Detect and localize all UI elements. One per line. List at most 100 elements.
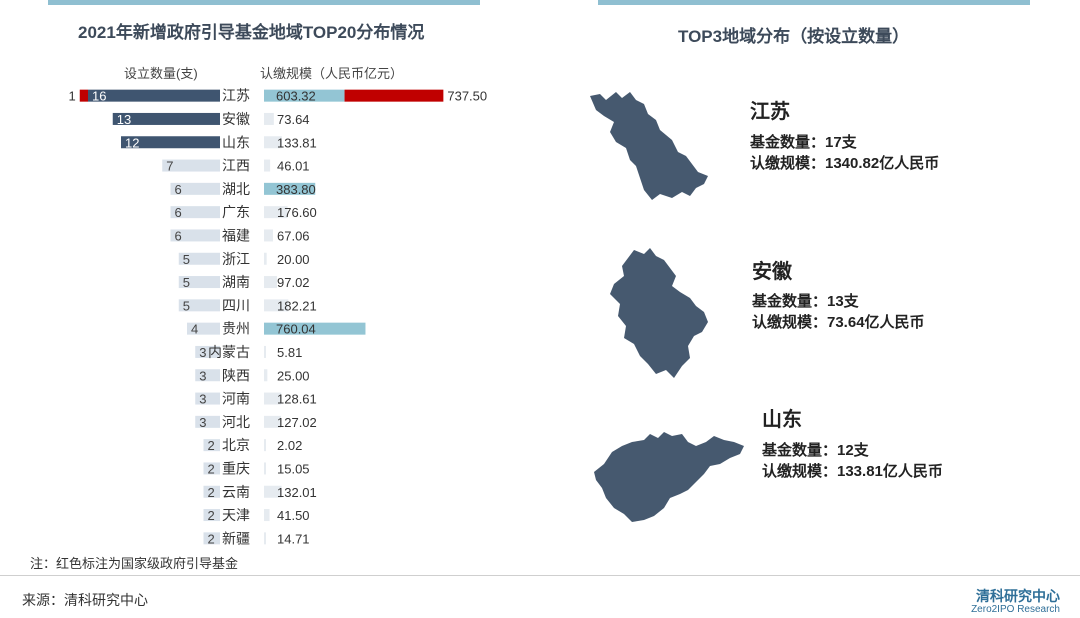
scale-bar xyxy=(264,252,267,265)
count-bar xyxy=(203,509,220,522)
count-bar xyxy=(178,252,220,265)
category-label: 天津 xyxy=(222,507,250,523)
count-value-label: 16 xyxy=(92,89,106,104)
count-column-header: 设立数量(支) xyxy=(124,66,198,81)
anhui-map xyxy=(610,248,708,378)
count-bar xyxy=(88,89,220,102)
count-bar xyxy=(203,439,220,452)
top1-count: 基金数量：17支 xyxy=(750,134,857,151)
count-bar xyxy=(195,415,220,428)
category-label: 广东 xyxy=(222,204,250,220)
scale-bar xyxy=(264,392,282,405)
top3-province-name: 山东 xyxy=(762,409,802,431)
count-value-label: 13 xyxy=(117,112,131,127)
count-value-label: 2 xyxy=(208,531,215,546)
count-value-label: 3 xyxy=(199,392,206,407)
top2-province-name: 安徽 xyxy=(752,261,792,283)
scale-value-label: 14.71 xyxy=(277,531,310,546)
category-label: 浙江 xyxy=(222,251,250,267)
top3-count: 基金数量：12支 xyxy=(762,442,869,459)
category-label: 河北 xyxy=(222,414,250,430)
count-bar xyxy=(195,345,220,358)
category-label: 安徽 xyxy=(222,111,250,127)
scale-value-label: 41.50 xyxy=(277,508,310,523)
top1-province-name: 江苏 xyxy=(750,101,790,123)
scale-value-label: 46.01 xyxy=(277,159,310,174)
scale-value-label: 73.64 xyxy=(277,112,310,127)
scale-bar xyxy=(264,369,268,382)
count-value-label: 3 xyxy=(199,368,206,383)
count-value-label: 5 xyxy=(183,252,190,267)
top2-count: 基金数量：13支 xyxy=(752,293,859,310)
top-accent-bar-right xyxy=(598,0,1030,5)
scale-value-label: 603.32 xyxy=(276,89,316,104)
count-bar xyxy=(203,532,220,545)
count-value-label: 4 xyxy=(191,322,198,337)
shandong-map xyxy=(594,432,744,522)
category-label: 四川 xyxy=(222,297,250,313)
scale-value-label: 2.02 xyxy=(277,438,302,453)
category-label: 贵州 xyxy=(222,321,250,337)
scale-bar xyxy=(264,229,273,242)
national-count-label: 1 xyxy=(69,89,76,104)
count-value-label: 3 xyxy=(199,345,206,360)
category-label: 北京 xyxy=(222,437,250,453)
right-panel-title: TOP3地域分布（按设立数量） xyxy=(678,27,910,46)
scale-value-label: 760.04 xyxy=(276,322,316,337)
scale-bar xyxy=(264,136,282,149)
scale-value-label: 128.61 xyxy=(277,392,317,407)
national-scale-bar xyxy=(344,89,444,102)
count-bar xyxy=(170,182,220,195)
count-value-label: 12 xyxy=(125,135,139,150)
brand-logo-cn: 清科研究中心 xyxy=(976,588,1060,604)
scale-value-label: 25.00 xyxy=(277,368,310,383)
scale-bar xyxy=(264,299,289,312)
count-bar xyxy=(203,485,220,498)
scale-value-label: 176.60 xyxy=(277,205,317,220)
category-label: 河南 xyxy=(222,391,250,407)
scale-bar xyxy=(264,276,277,289)
count-value-label: 7 xyxy=(166,159,173,174)
left-chart-title: 2021年新增政府引导基金地域TOP20分布情况 xyxy=(78,23,425,42)
top2-scale: 认缴规模：73.64亿人民币 xyxy=(752,314,925,331)
count-bar xyxy=(195,369,220,382)
footer-divider xyxy=(0,575,1080,576)
scale-value-label: 20.00 xyxy=(277,252,310,267)
national-scale-label: 737.50 xyxy=(447,89,487,104)
category-label: 湖北 xyxy=(222,181,250,197)
count-bar xyxy=(170,206,220,219)
count-value-label: 5 xyxy=(183,275,190,290)
count-value-label: 3 xyxy=(199,415,206,430)
scale-column-header: 认缴规模（人民币亿元） xyxy=(260,66,404,81)
scale-value-label: 127.02 xyxy=(277,415,317,430)
scale-bar xyxy=(264,345,266,358)
count-bar xyxy=(112,112,220,125)
scale-bar xyxy=(264,159,271,172)
category-label: 湖南 xyxy=(222,274,250,290)
category-label: 陕西 xyxy=(222,367,250,383)
scale-bar xyxy=(264,485,282,498)
footnote: 注：红色标注为国家级政府引导基金 xyxy=(30,556,239,571)
scale-value-label: 5.81 xyxy=(277,345,302,360)
count-bar xyxy=(170,229,220,242)
count-value-label: 6 xyxy=(175,205,182,220)
category-label: 江西 xyxy=(222,158,250,174)
count-value-label: 2 xyxy=(208,438,215,453)
national-count-bar xyxy=(79,89,88,102)
category-label: 云南 xyxy=(222,484,250,500)
scale-bar xyxy=(264,532,266,545)
scale-bar xyxy=(264,462,267,475)
top1-scale: 认缴规模：1340.82亿人民币 xyxy=(750,155,940,172)
scale-value-label: 182.21 xyxy=(277,298,317,313)
jiangsu-map xyxy=(590,92,708,200)
count-value-label: 2 xyxy=(208,508,215,523)
category-label: 内蒙古 xyxy=(208,344,250,360)
top3-scale: 认缴规模：133.81亿人民币 xyxy=(762,463,943,480)
source-text: 来源：清科研究中心 xyxy=(22,592,148,608)
scale-bar xyxy=(264,206,288,219)
count-bar xyxy=(195,392,220,405)
count-value-label: 2 xyxy=(208,461,215,476)
count-value-label: 6 xyxy=(175,228,182,243)
scale-value-label: 67.06 xyxy=(277,228,310,243)
category-label: 福建 xyxy=(222,227,250,243)
